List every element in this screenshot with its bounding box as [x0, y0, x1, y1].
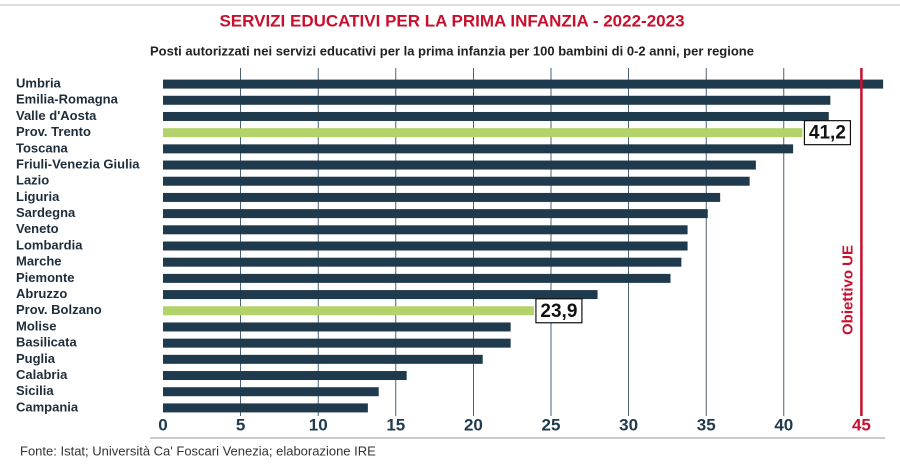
- bar: [163, 176, 750, 186]
- bar: [163, 257, 682, 267]
- category-label: Piemonte: [16, 270, 75, 285]
- bar: [163, 403, 368, 413]
- chart-title: SERVIZI EDUCATIVI PER LA PRIMA INFANZIA …: [219, 11, 684, 30]
- bar: [163, 371, 407, 381]
- x-tick-label: 35: [697, 415, 716, 434]
- bar: [163, 338, 511, 348]
- bar: [163, 387, 379, 397]
- x-tick-label: 0: [158, 415, 167, 434]
- x-tick-label: 20: [464, 415, 483, 434]
- x-tick-label: 10: [309, 415, 328, 434]
- bar: [163, 354, 483, 364]
- category-label: Lazio: [16, 173, 49, 188]
- category-label: Veneto: [16, 221, 59, 236]
- category-label: Calabria: [16, 367, 68, 382]
- bar: [163, 128, 803, 138]
- x-tick-label: 45: [852, 415, 871, 434]
- value-label: 23,9: [540, 301, 577, 322]
- category-label: Puglia: [16, 351, 56, 366]
- bar: [163, 111, 829, 121]
- category-label: Friuli-Venezia Giulia: [16, 156, 140, 171]
- category-label: Molise: [16, 318, 56, 333]
- bar: [163, 241, 688, 251]
- category-label: Sardegna: [16, 205, 76, 220]
- bar: [163, 192, 721, 202]
- x-tick-label: 40: [774, 415, 793, 434]
- category-label: Lombardia: [16, 237, 83, 252]
- category-label: Prov. Bolzano: [16, 302, 102, 317]
- bar: [163, 290, 598, 300]
- x-tick-label: 5: [236, 415, 245, 434]
- bar: [163, 144, 794, 154]
- category-label: Umbria: [16, 76, 62, 91]
- category-label: Campania: [16, 399, 79, 414]
- bar: [163, 306, 534, 316]
- category-label: Liguria: [16, 189, 60, 204]
- category-label: Abruzzo: [16, 286, 67, 301]
- chart-subtitle: Posti autorizzati nei servizi educativi …: [150, 43, 754, 58]
- category-label: Emilia-Romagna: [16, 92, 119, 107]
- value-label: 41,2: [809, 123, 846, 144]
- bar: [163, 79, 884, 89]
- bar: [163, 225, 688, 235]
- x-tick-label: 15: [386, 415, 405, 434]
- value-label-box: [803, 120, 852, 146]
- category-label: Valle d'Aosta: [16, 108, 97, 123]
- category-label: Prov. Trento: [16, 124, 91, 139]
- bar: [163, 273, 671, 283]
- bar: [163, 209, 708, 219]
- bar: [163, 95, 831, 105]
- source: Fonte: Istat; Università Ca' Foscari Ven…: [20, 443, 376, 458]
- value-label-box: [535, 298, 583, 324]
- bar: [163, 322, 511, 332]
- category-label: Marche: [16, 254, 62, 269]
- bar: [163, 160, 756, 170]
- category-label: Toscana: [16, 140, 69, 155]
- x-tick-label: 25: [542, 415, 561, 434]
- target-label: Obiettivo UE: [839, 245, 856, 335]
- x-tick-label: 30: [619, 415, 638, 434]
- category-label: Sicilia: [16, 383, 54, 398]
- category-label: Basilicata: [16, 335, 77, 350]
